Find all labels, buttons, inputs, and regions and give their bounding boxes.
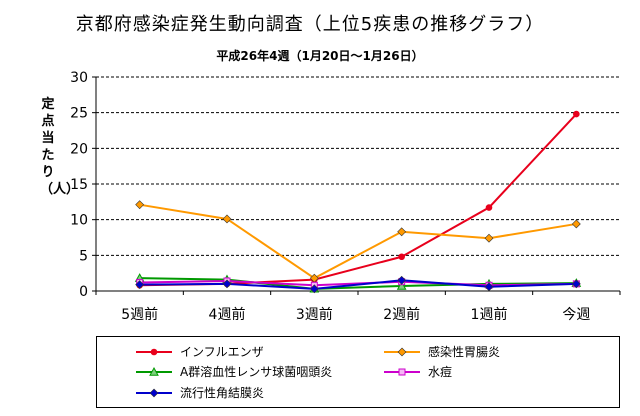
y-tick-label: 0 <box>79 284 88 300</box>
data-point <box>397 275 407 285</box>
line-chart: 0 5 10 15 20 25 30 5週前 4週前 3週前 2週前 1週前 今週 <box>70 70 621 323</box>
series-line <box>139 277 577 290</box>
legend-swatch <box>136 366 172 376</box>
data-point <box>571 219 581 229</box>
x-tick-label: 4週前 <box>209 306 246 323</box>
y-tick-label: 20 <box>70 141 88 157</box>
data-point <box>222 214 232 224</box>
x-tick-label: 3週前 <box>296 306 333 323</box>
series-1 <box>136 110 580 289</box>
series-line <box>139 280 577 287</box>
legend-swatch <box>384 347 420 357</box>
series-5 <box>135 275 581 294</box>
series-line <box>139 279 577 290</box>
y-tick-label: 30 <box>70 70 88 86</box>
data-point <box>485 204 493 211</box>
chart-title: 京都府感染症発生動向調査（上位5疾患の推移グラフ） <box>75 14 545 35</box>
data-point <box>222 279 232 289</box>
y-tick-label: 10 <box>70 213 88 229</box>
data-point <box>396 280 407 290</box>
data-point <box>571 279 581 289</box>
data-point <box>135 280 145 290</box>
x-tick-label: 5週前 <box>121 306 158 323</box>
x-tick-label: 今週 <box>562 307 590 323</box>
legend-swatch <box>136 388 172 398</box>
legend-swatch <box>384 368 420 376</box>
series-line <box>139 113 578 287</box>
data-point <box>484 233 494 243</box>
legend-label: A群溶血性レンサ球菌咽頭炎 <box>180 365 333 379</box>
y-tick-label: 25 <box>70 106 88 122</box>
data-point <box>309 284 319 294</box>
y-tick-label: 15 <box>70 177 88 193</box>
legend-marker <box>397 347 407 357</box>
legend-label: 感染性胃腸炎 <box>428 345 501 359</box>
series-line <box>139 203 577 280</box>
legend-label: 水痘 <box>428 365 453 379</box>
legend-label: インフルエンザ <box>180 345 264 359</box>
legend-marker <box>150 348 158 356</box>
data-point <box>573 110 580 118</box>
data-point <box>398 253 405 261</box>
x-tick-label: 2週前 <box>383 306 420 323</box>
legend-swatch <box>136 348 172 356</box>
chart-subtitle: 平成26年4週（1月20日～1月26日） <box>216 49 424 63</box>
x-tick-label: 1週前 <box>471 306 508 323</box>
legend-marker <box>149 366 159 376</box>
chart-legend: インフルエンザ 感染性胃腸炎 A群溶血性レンサ球菌咽頭炎 水痘流行性角結膜炎 <box>96 336 620 408</box>
legend-label: 流行性角結膜炎 <box>180 386 265 400</box>
y-tick-label: 5 <box>79 248 88 264</box>
legend-marker <box>149 388 159 398</box>
data-point <box>135 200 145 210</box>
data-point <box>397 227 407 237</box>
series-2 <box>135 200 581 283</box>
data-point <box>484 282 494 292</box>
legend-marker <box>398 368 406 376</box>
